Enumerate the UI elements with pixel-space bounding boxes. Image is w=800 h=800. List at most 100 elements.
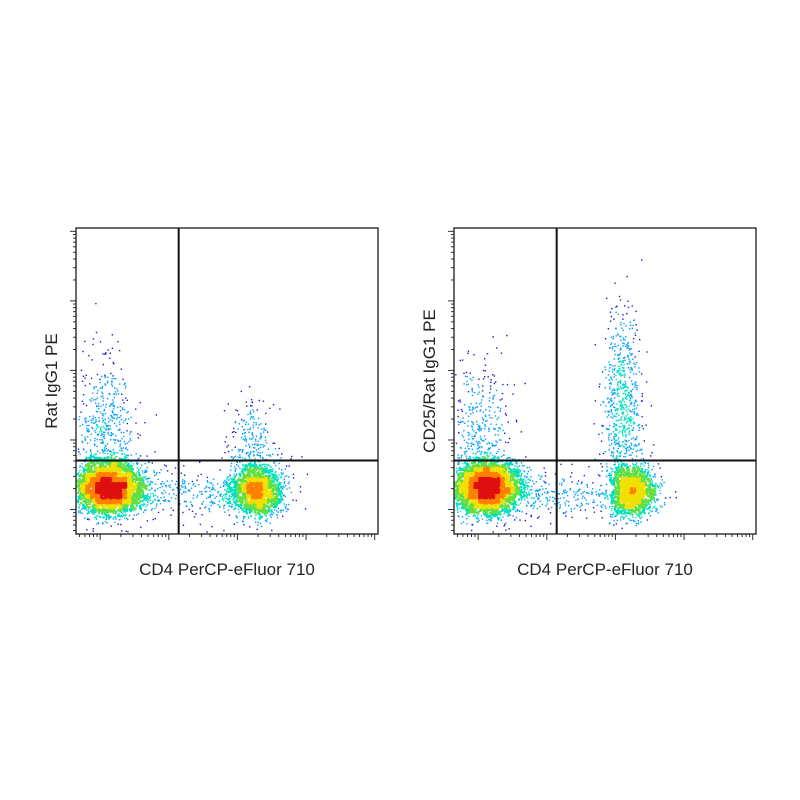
event-dot — [240, 390, 242, 393]
event-dot — [149, 499, 152, 502]
event-dot — [126, 430, 128, 432]
event-dot — [81, 492, 84, 495]
event-dot — [599, 453, 601, 455]
event-dot — [627, 306, 630, 309]
event-dot — [261, 451, 264, 454]
event-dot — [109, 405, 111, 408]
event-dot — [235, 495, 238, 498]
event-dot — [92, 419, 94, 421]
event-dot — [95, 493, 98, 496]
event-dot — [113, 472, 116, 475]
event-dot — [113, 488, 117, 491]
event-dot — [146, 500, 149, 503]
event-dot — [145, 506, 147, 508]
event-dot — [256, 508, 259, 511]
event-dot — [111, 383, 113, 385]
event-dot — [82, 470, 85, 473]
event-dot — [102, 404, 104, 406]
event-dot — [119, 428, 121, 430]
event-dot — [101, 489, 104, 492]
event-dot — [272, 404, 275, 406]
event-dot — [228, 479, 230, 481]
event-dot — [504, 432, 506, 434]
event-dot — [97, 509, 100, 512]
event-dot — [119, 423, 121, 426]
event-dot — [252, 411, 255, 413]
event-dot — [120, 431, 122, 434]
event-dot — [109, 473, 112, 476]
event-dot — [585, 517, 588, 519]
event-dot — [240, 471, 243, 473]
event-dot — [145, 488, 148, 491]
event-dot — [80, 474, 83, 477]
event-dot — [538, 516, 540, 518]
event-dot — [249, 404, 252, 407]
event-dot — [257, 487, 260, 490]
event-dot — [93, 501, 96, 504]
event-dot — [152, 495, 155, 497]
event-dot — [113, 439, 115, 441]
event-dot — [211, 488, 214, 491]
event-dot — [102, 523, 104, 525]
left-plot-frame — [75, 227, 379, 535]
event-dot — [245, 437, 247, 440]
event-dot — [79, 466, 81, 468]
event-dot — [504, 523, 506, 526]
event-dot — [81, 481, 84, 484]
event-dot — [90, 483, 93, 486]
event-dot — [112, 433, 114, 435]
event-dot — [257, 417, 260, 419]
event-dot — [154, 494, 157, 496]
event-dot — [162, 508, 164, 511]
event-dot — [84, 419, 87, 422]
event-dot — [154, 483, 157, 485]
event-dot — [126, 507, 129, 510]
event-dot — [113, 405, 116, 408]
event-dot — [227, 501, 230, 504]
event-dot — [139, 490, 142, 493]
event-dot — [90, 456, 93, 458]
event-dot — [104, 511, 108, 514]
event-dot — [270, 513, 272, 515]
event-dot — [195, 513, 197, 515]
event-dot — [272, 488, 275, 491]
event-dot — [264, 463, 266, 466]
event-dot — [258, 499, 261, 502]
event-dot — [279, 501, 282, 504]
event-dot — [124, 387, 127, 389]
event-dot — [84, 439, 86, 441]
event-dot — [108, 474, 111, 477]
event-dot — [275, 492, 278, 496]
event-dot — [99, 516, 102, 518]
event-dot — [282, 515, 284, 517]
event-dot — [136, 467, 138, 469]
event-dot — [113, 478, 116, 481]
event-dot — [124, 419, 126, 422]
event-dot — [107, 509, 111, 512]
event-dot — [565, 515, 567, 517]
event-dot — [244, 435, 246, 437]
event-dot — [235, 498, 238, 501]
event-dot — [247, 506, 250, 509]
event-dot — [251, 470, 254, 473]
event-dot — [200, 493, 203, 495]
event-dot — [101, 413, 103, 415]
event-dot — [263, 507, 266, 510]
event-dot — [254, 517, 257, 519]
event-dot — [242, 521, 244, 523]
event-dot — [96, 445, 98, 447]
event-dot — [87, 506, 90, 509]
event-dot — [244, 476, 247, 479]
event-dot — [275, 464, 277, 467]
event-dot — [97, 492, 100, 495]
event-dot — [121, 475, 124, 478]
event-dot — [276, 514, 278, 516]
event-dot — [81, 463, 83, 465]
event-dot — [112, 494, 115, 497]
event-dot — [127, 411, 129, 413]
event-dot — [248, 511, 251, 514]
event-dot — [107, 376, 109, 378]
event-dot — [253, 499, 256, 502]
event-dot — [261, 491, 264, 494]
event-dot — [253, 421, 255, 424]
